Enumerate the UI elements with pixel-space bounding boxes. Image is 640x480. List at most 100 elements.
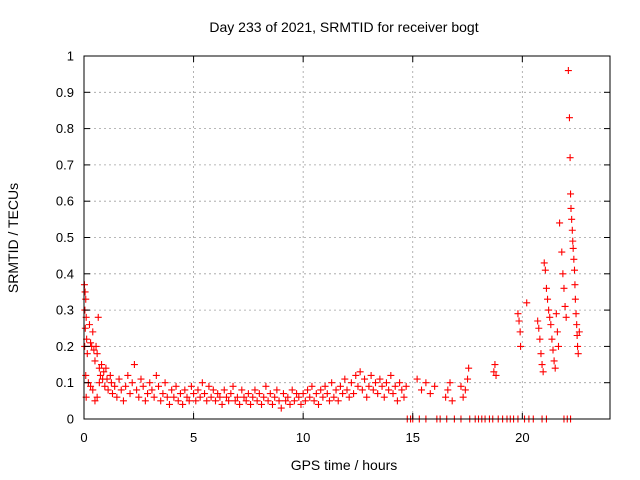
data-point — [264, 397, 272, 405]
data-point — [548, 335, 556, 343]
data-point — [91, 357, 99, 365]
data-point — [385, 386, 393, 394]
data-point — [85, 321, 93, 329]
data-point — [330, 393, 338, 401]
data-point — [282, 397, 290, 405]
data-point — [343, 386, 351, 394]
data-point — [247, 400, 255, 408]
data-point — [101, 382, 109, 390]
data-point — [347, 379, 355, 387]
data-point — [570, 255, 578, 263]
y-tick-label: 0.3 — [56, 303, 74, 318]
data-point — [128, 379, 136, 387]
data-point — [251, 386, 259, 394]
data-point — [196, 393, 204, 401]
x-tick-label: 10 — [296, 430, 310, 445]
data-point — [141, 397, 149, 405]
data-point — [124, 371, 132, 379]
data-point — [183, 393, 191, 401]
x-tick-label: 0 — [80, 430, 87, 445]
data-point — [207, 393, 215, 401]
data-point — [139, 382, 147, 390]
y-tick-label: 0 — [67, 412, 74, 427]
data-point — [465, 364, 473, 372]
data-point — [98, 361, 106, 369]
data-point — [457, 382, 465, 390]
data-point — [192, 397, 200, 405]
data-point — [266, 390, 274, 398]
data-point — [238, 386, 246, 394]
data-point — [179, 400, 187, 408]
data-point — [198, 379, 206, 387]
data-point — [565, 114, 573, 122]
data-point — [284, 393, 292, 401]
data-point — [562, 313, 570, 321]
chart-title: Day 233 of 2021, SRMTID for receiver bog… — [209, 19, 478, 35]
data-point — [119, 397, 127, 405]
data-point — [571, 295, 579, 303]
data-point — [567, 190, 575, 198]
data-point — [354, 382, 362, 390]
data-point — [216, 393, 224, 401]
data-point — [187, 382, 195, 390]
data-point — [371, 379, 379, 387]
data-point — [277, 404, 285, 412]
data-point — [96, 371, 104, 379]
data-point — [426, 390, 434, 398]
data-point — [87, 382, 95, 390]
data-point — [93, 350, 101, 358]
data-point — [225, 397, 233, 405]
data-point — [554, 342, 562, 350]
data-point — [461, 386, 469, 394]
data-point — [376, 375, 384, 383]
data-point — [536, 335, 544, 343]
data-point — [558, 248, 566, 256]
data-point — [546, 313, 554, 321]
data-point — [572, 310, 580, 318]
data-point — [81, 288, 89, 296]
data-point — [396, 379, 404, 387]
data-point — [515, 317, 523, 325]
y-tick-label: 0.9 — [56, 85, 74, 100]
data-point — [325, 397, 333, 405]
data-point — [542, 284, 550, 292]
data-point — [161, 379, 169, 387]
data-point — [534, 317, 542, 325]
data-point — [137, 375, 145, 383]
data-point — [275, 397, 283, 405]
data-point — [255, 390, 263, 398]
data-point — [341, 375, 349, 383]
data-point — [249, 393, 257, 401]
data-point — [352, 371, 360, 379]
data-point — [570, 266, 578, 274]
data-point — [231, 397, 239, 405]
data-point — [561, 302, 569, 310]
data-point — [92, 342, 100, 350]
data-point — [312, 390, 320, 398]
data-point — [279, 390, 287, 398]
data-point — [547, 321, 555, 329]
data-point — [82, 371, 90, 379]
data-point — [459, 393, 467, 401]
data-point — [535, 324, 543, 332]
data-point — [108, 390, 116, 398]
data-point — [573, 321, 581, 329]
data-point — [517, 342, 525, 350]
data-point — [402, 382, 410, 390]
data-point — [358, 386, 366, 394]
data-point — [363, 393, 371, 401]
data-point — [253, 397, 261, 405]
data-point — [566, 154, 574, 162]
data-point — [571, 281, 579, 289]
data-point — [304, 386, 312, 394]
data-point — [575, 328, 583, 336]
y-tick-label: 0.6 — [56, 194, 74, 209]
x-axis-title: GPS time / hours — [291, 457, 398, 473]
data-point — [516, 328, 524, 336]
data-point — [332, 386, 340, 394]
data-point — [361, 375, 369, 383]
data-point — [442, 393, 450, 401]
data-point — [553, 328, 561, 336]
data-point — [111, 382, 119, 390]
data-point — [81, 324, 89, 332]
